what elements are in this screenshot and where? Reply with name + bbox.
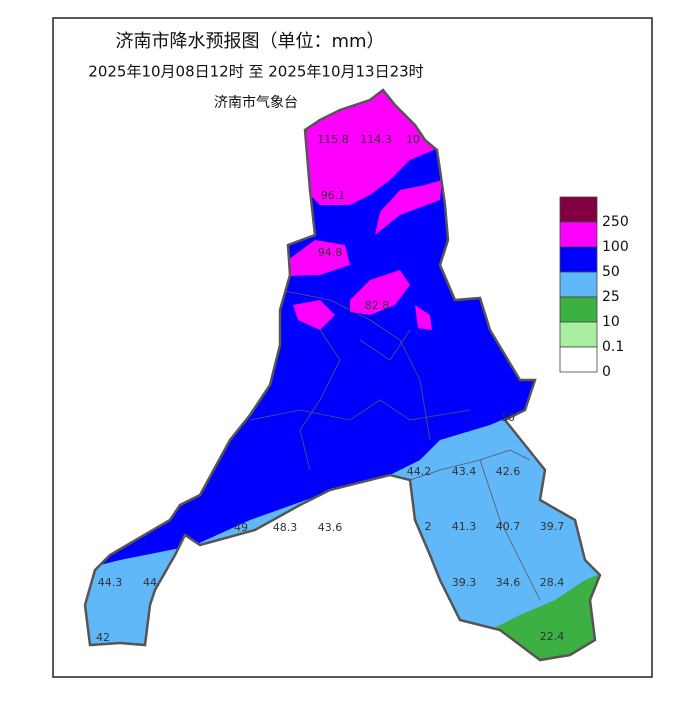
station-value: 49 <box>234 521 248 534</box>
issuer: 济南市气象台 <box>214 94 298 111</box>
area-100-250 <box>300 90 434 205</box>
station-value: 2 <box>425 520 432 533</box>
station-value: 10 <box>406 133 420 146</box>
area-100-250 <box>375 180 442 235</box>
station-value: 48.3 <box>273 521 298 534</box>
map-subtitle: 2025年10月08日12时 至 2025年10月13日23时 <box>88 63 423 81</box>
station-value: 44.3 <box>98 576 123 589</box>
station-value: 39.7 <box>540 520 565 533</box>
station-value: 34.6 <box>496 576 521 589</box>
legend-label: 100 <box>602 239 629 255</box>
legend-label: 0.1 <box>602 339 624 355</box>
station-value: 114.3 <box>360 133 392 146</box>
station-value: 42.6 <box>496 465 521 478</box>
station-value: 115.8 <box>317 133 349 146</box>
legend-swatch <box>559 246 598 273</box>
station-value: 44.2 <box>407 465 432 478</box>
station-labels: 115.8 114.3 10 96.1 94.8 82.8 50 44.2 43.4 42.6 49… <box>96 133 564 644</box>
station-value: 96.1 <box>321 189 346 202</box>
legend-label: 250 <box>602 214 629 230</box>
station-value: 28.4 <box>540 576 565 589</box>
legend-swatch <box>559 271 598 298</box>
legend-swatch <box>559 221 598 248</box>
legend: 250 100 50 25 10 0.1 0 <box>559 196 629 380</box>
station-value: 43.6 <box>318 521 343 534</box>
station-value: 40.7 <box>496 520 521 533</box>
legend-swatch <box>559 196 598 223</box>
city-outline <box>83 88 602 662</box>
area-100-250 <box>350 270 410 315</box>
area-100-250 <box>415 305 432 330</box>
legend-label: 25 <box>602 289 620 305</box>
map-title: 济南市降水预报图（单位：mm） <box>115 31 384 52</box>
legend-label: 50 <box>602 264 620 280</box>
legend-label: 10 <box>602 314 620 330</box>
station-value: 94.8 <box>318 246 343 259</box>
station-value: 42 <box>96 631 110 644</box>
legend-label: 0 <box>602 364 611 380</box>
station-value: 41.3 <box>452 520 477 533</box>
station-value: 43.4 <box>452 465 477 478</box>
area-100-250 <box>288 240 350 276</box>
station-value: 44 <box>143 576 157 589</box>
station-value: 22.4 <box>540 630 565 643</box>
station-value: 39.3 <box>452 576 477 589</box>
legend-swatch <box>559 321 598 348</box>
legend-swatch <box>559 296 598 323</box>
station-value: 82.8 <box>365 299 390 312</box>
station-value: 50 <box>501 411 515 424</box>
legend-swatch <box>559 346 598 373</box>
area-100-250 <box>293 300 335 330</box>
